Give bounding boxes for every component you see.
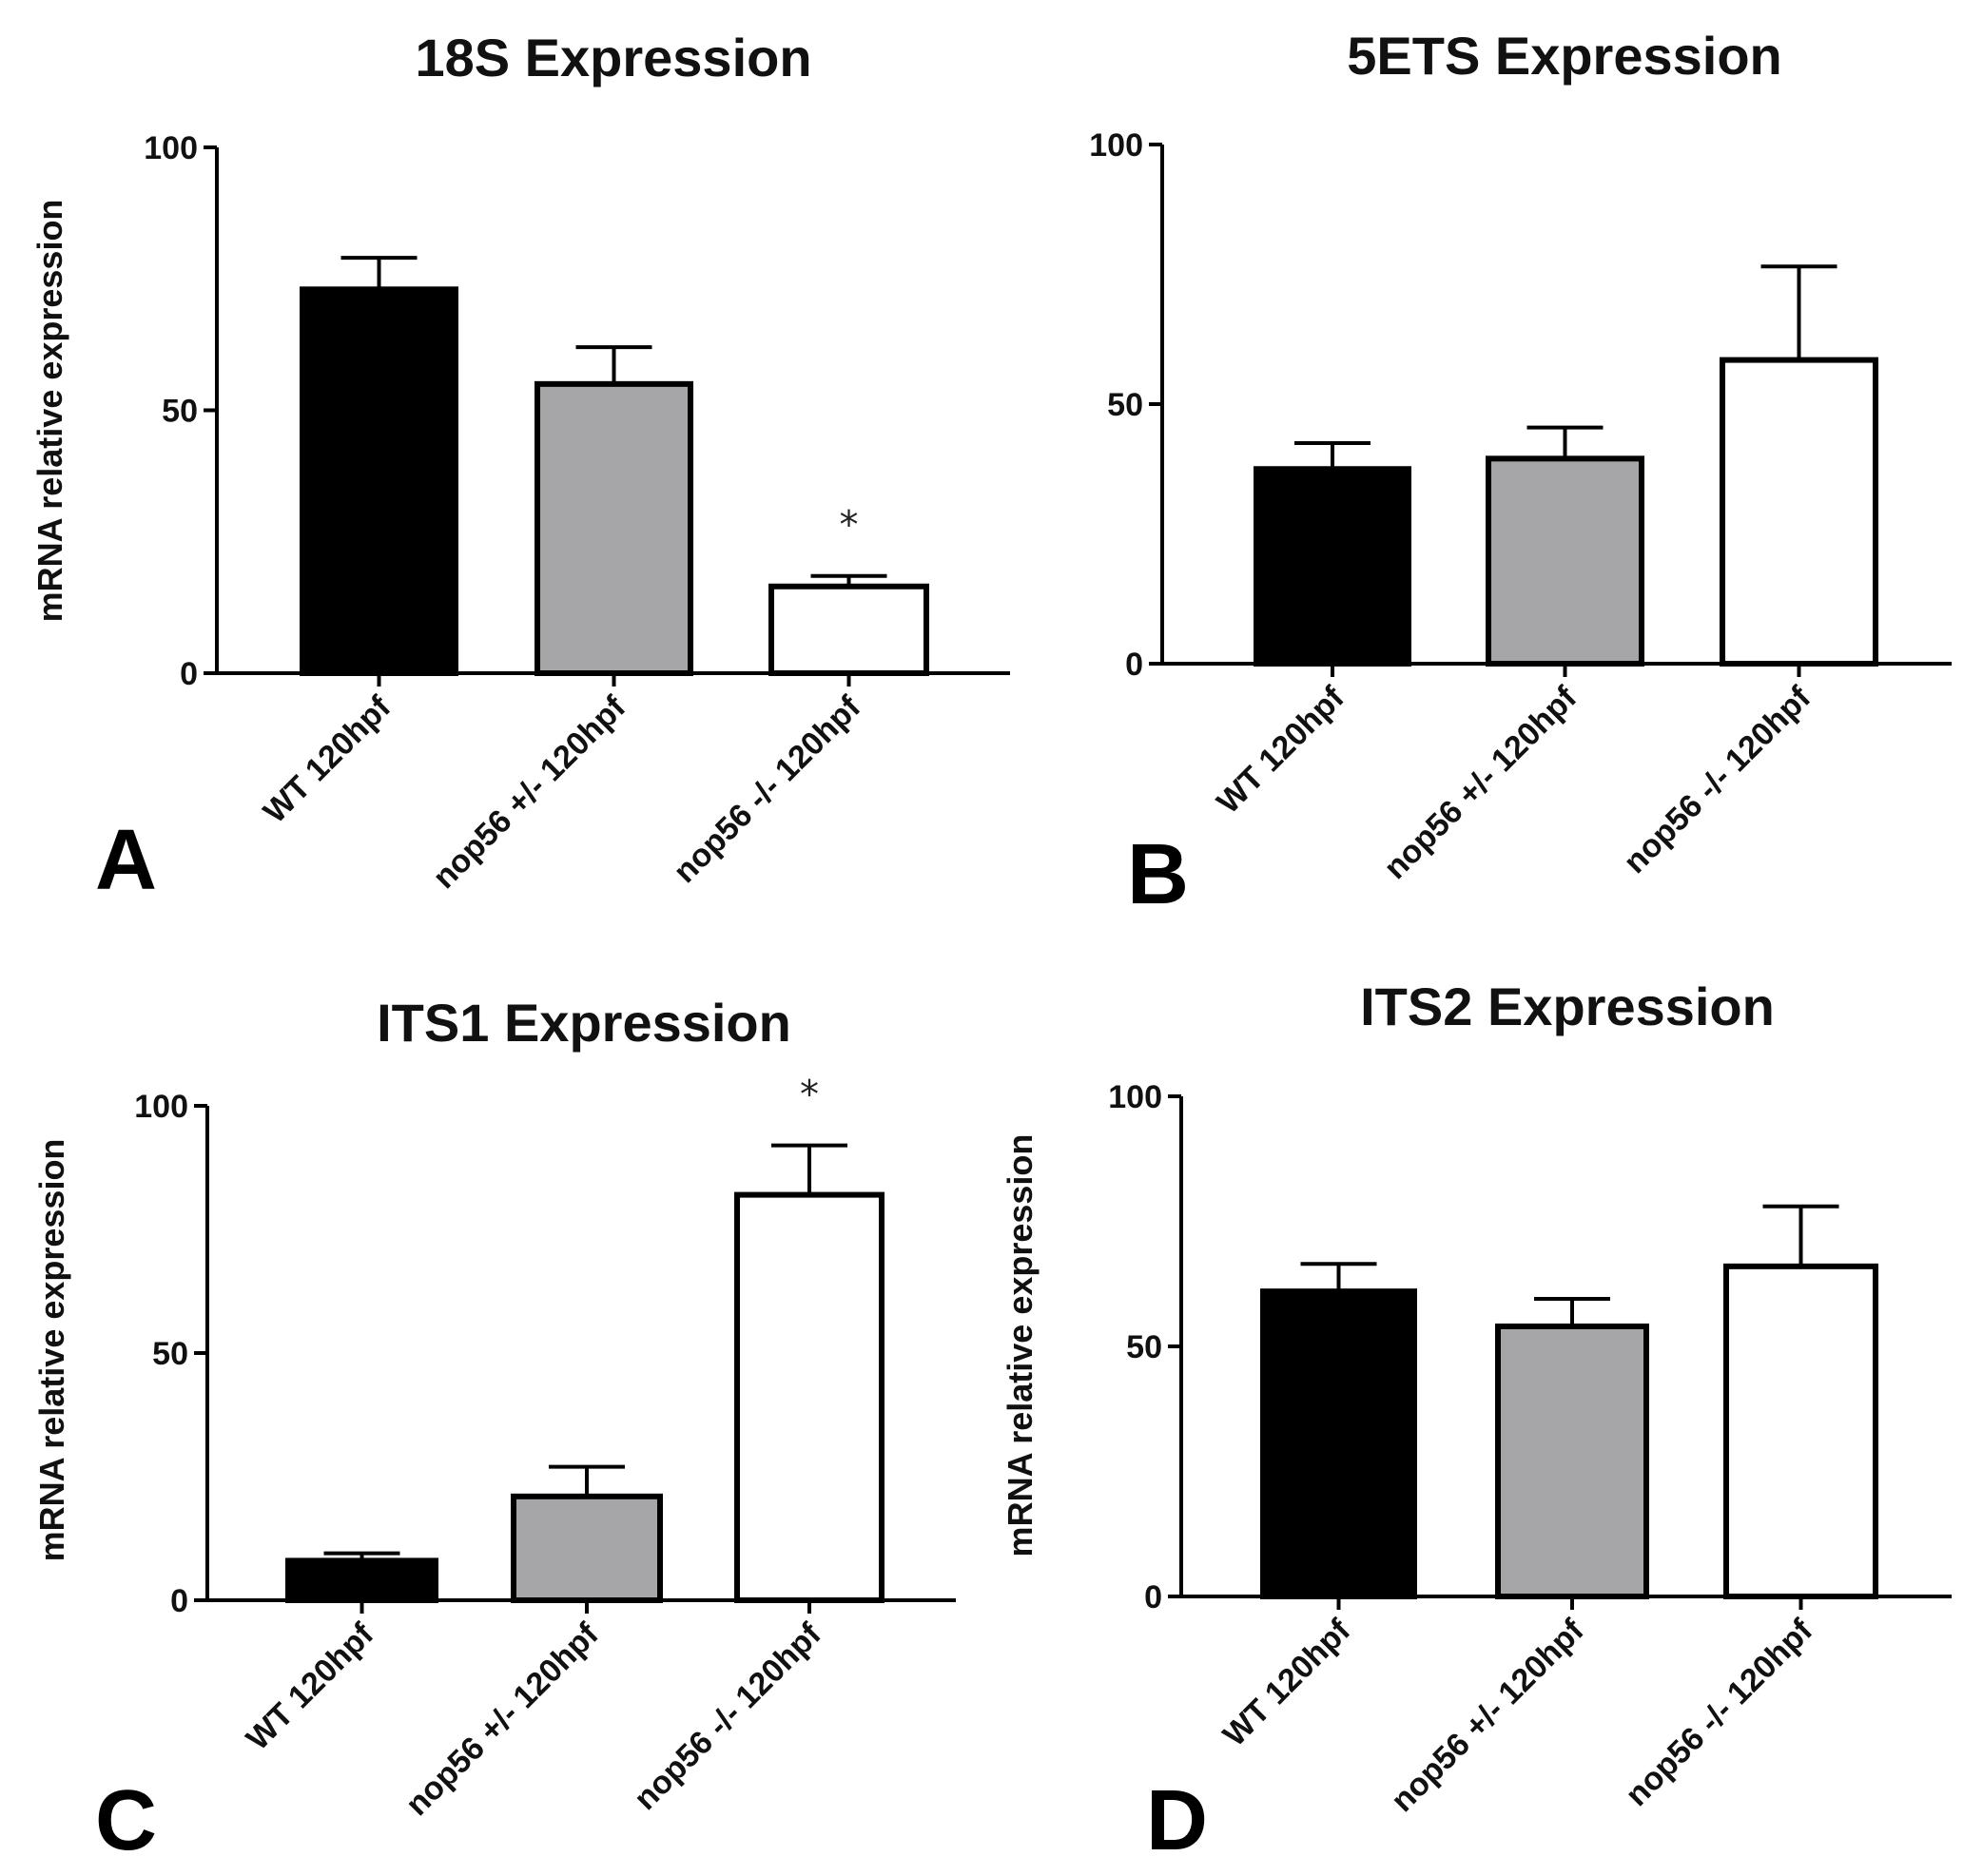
y-axis-label: mRNA relative expression	[30, 200, 69, 623]
category-label: WT 120hpf	[1216, 1612, 1358, 1753]
y-tick-label: 100	[1089, 127, 1143, 164]
y-axis-label: mRNA relative expression	[1001, 1134, 1040, 1557]
category-label: WT 120hpf	[240, 1615, 381, 1757]
category-label: nop56 +/- 120hpf	[399, 1615, 606, 1823]
bar	[1486, 455, 1644, 667]
y-tick-label: 100	[144, 130, 198, 166]
y-axis-label: mRNA relative expression	[32, 1139, 71, 1562]
bar	[734, 1191, 885, 1603]
chart-title: ITS1 Expression	[377, 993, 791, 1053]
chart-title: ITS2 Expression	[1360, 977, 1775, 1036]
category-label: WT 120hpf	[1210, 679, 1351, 821]
category-label: WT 120hpf	[257, 688, 399, 830]
category-label: nop56 -/- 120hpf	[627, 1615, 828, 1817]
bar	[1260, 1288, 1417, 1599]
panel-letter: B	[1127, 827, 1189, 922]
y-tick-label: 100	[134, 1089, 188, 1125]
category-label: nop56 +/- 120hpf	[426, 688, 633, 896]
bar	[1723, 1263, 1878, 1599]
category-label: nop56 -/- 120hpf	[1619, 1612, 1820, 1813]
y-tick-label: 100	[1108, 1079, 1162, 1115]
panel-letter: C	[95, 1773, 157, 1868]
category-label: nop56 +/- 120hpf	[1384, 1612, 1591, 1819]
y-tick-label: 50	[1126, 1329, 1162, 1365]
y-tick-label: 0	[170, 1583, 188, 1619]
chart-title: 5ETS Expression	[1347, 26, 1782, 86]
bar	[1720, 357, 1878, 667]
bar	[768, 583, 929, 677]
chart-panel-b: 5ETS Expression B 0 50 100 WT 120hpf nop56 +/-…	[1089, 26, 1952, 922]
bar	[511, 1493, 663, 1604]
bar	[285, 1557, 438, 1604]
chart-title: 18S Expression	[415, 28, 811, 87]
bar	[535, 380, 693, 676]
significance-asterisk: *	[800, 1073, 819, 1117]
bar	[1495, 1323, 1649, 1599]
y-tick-label: 0	[180, 656, 198, 692]
category-label: nop56 -/- 120hpf	[1617, 679, 1818, 880]
bar	[1254, 466, 1411, 667]
y-tick-label: 50	[152, 1336, 188, 1372]
panel-letter: A	[95, 813, 157, 908]
y-tick-label: 50	[1107, 387, 1143, 423]
significance-asterisk: *	[840, 504, 859, 548]
y-tick-label: 0	[1144, 1579, 1162, 1615]
panel-letter: D	[1146, 1773, 1208, 1868]
bar	[300, 286, 458, 676]
category-label: nop56 -/- 120hpf	[667, 688, 868, 890]
y-tick-label: 50	[162, 394, 198, 430]
category-label: nop56 +/- 120hpf	[1377, 679, 1584, 886]
y-tick-label: 0	[1125, 647, 1143, 683]
